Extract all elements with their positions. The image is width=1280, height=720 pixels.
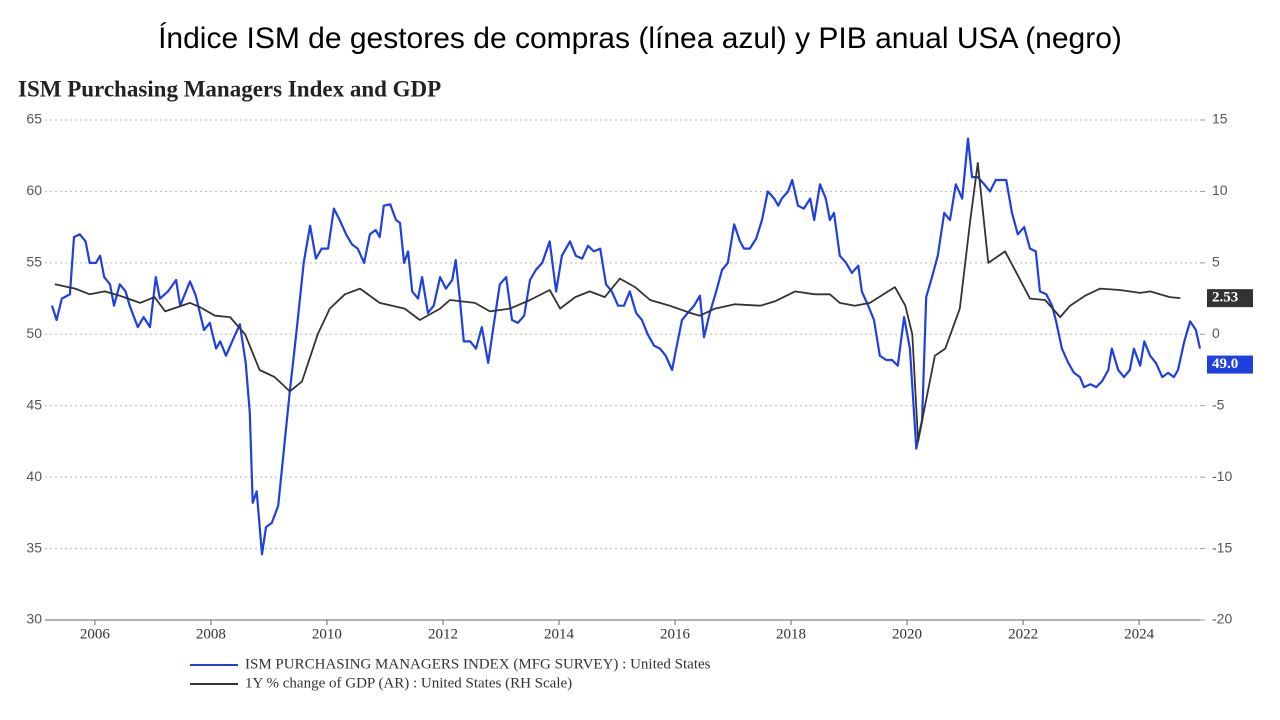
x-tick-label: 2024 [1124, 626, 1155, 642]
x-tick-label: 2016 [660, 626, 691, 642]
y2-tick-label: 0 [1212, 325, 1220, 341]
y-tick-label: 30 [26, 611, 42, 627]
y2-tick-label: -5 [1212, 396, 1225, 412]
y2-tick-label: -10 [1212, 468, 1232, 484]
end-label: 2.53 [1212, 290, 1238, 306]
y-tick-label: 40 [26, 468, 42, 484]
y2-tick-label: 5 [1212, 254, 1220, 270]
chart-title: ISM Purchasing Managers Index and GDP [18, 76, 441, 101]
y2-tick-label: -20 [1212, 611, 1232, 627]
end-label-box [1207, 289, 1253, 308]
x-tick-label: 2008 [196, 626, 226, 642]
x-tick-label: 2006 [80, 626, 111, 642]
y-tick-label: 65 [26, 111, 42, 127]
x-tick-label: 2018 [776, 626, 806, 642]
legend-label: 1Y % change of GDP (AR) : United States … [245, 675, 572, 691]
x-tick-label: 2020 [892, 626, 922, 642]
y2-tick-label: 15 [1212, 111, 1228, 127]
series-line [50, 137, 1202, 556]
end-label: 49.0 [1212, 356, 1238, 372]
y2-tick-label: 10 [1212, 182, 1228, 198]
y-tick-label: 55 [26, 254, 42, 270]
x-tick-label: 2022 [1008, 626, 1038, 642]
y2-tick-label: -15 [1212, 539, 1232, 555]
series-line [54, 162, 1181, 443]
x-tick-label: 2010 [312, 626, 342, 642]
page-heading: Índice ISM de gestores de compras (línea… [158, 22, 1122, 55]
legend-label: ISM PURCHASING MANAGERS INDEX (MFG SURVE… [245, 656, 711, 672]
y-tick-label: 45 [26, 396, 42, 412]
x-tick-label: 2012 [428, 626, 458, 642]
y-tick-label: 50 [26, 325, 42, 341]
y-tick-label: 35 [26, 539, 42, 555]
y-tick-label: 60 [26, 182, 42, 198]
end-label-box [1207, 355, 1253, 374]
x-tick-label: 2014 [544, 626, 575, 642]
